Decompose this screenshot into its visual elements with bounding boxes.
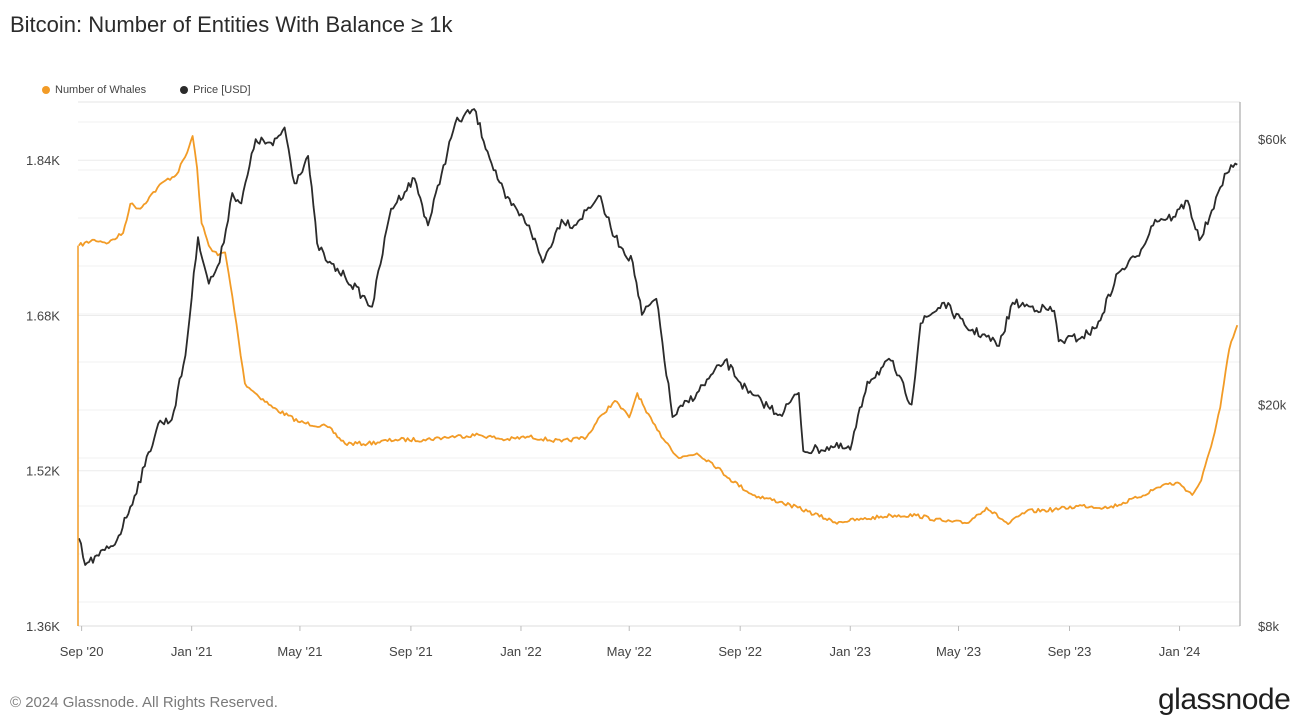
series-lines bbox=[77, 108, 1239, 626]
x-tick-label: Jan '21 bbox=[171, 644, 213, 659]
legend-item-whales[interactable]: Number of Whales bbox=[42, 84, 146, 96]
x-tick-label: Jan '22 bbox=[500, 644, 542, 659]
x-tick-label: Sep '22 bbox=[718, 644, 762, 659]
x-tick-label: Sep '23 bbox=[1048, 644, 1092, 659]
y-left-tick-label: 1.52K bbox=[26, 464, 60, 479]
whales-series-line bbox=[78, 135, 1239, 525]
tick-labels: 1.84K 1.68K 1.52K 1.36K $60k $20k $8k Sep '20 Ja… bbox=[26, 132, 1287, 659]
legend-swatch-whales bbox=[42, 86, 50, 94]
legend-label-price: Price [USD] bbox=[193, 84, 251, 96]
chart-title: Bitcoin: Number of Entities With Balance… bbox=[10, 12, 453, 37]
x-tick-label: Jan '23 bbox=[830, 644, 872, 659]
y-left-tick-label: 1.36K bbox=[26, 619, 60, 634]
chart-legend: Number of Whales Price [USD] bbox=[42, 84, 251, 96]
y-left-tick-label: 1.68K bbox=[26, 308, 60, 323]
x-tick-label: May '21 bbox=[277, 644, 322, 659]
x-tick-label: May '22 bbox=[607, 644, 652, 659]
x-tick-label: Sep '21 bbox=[389, 644, 433, 659]
glassnode-logo: glassnode bbox=[1158, 683, 1291, 716]
legend-item-price[interactable]: Price [USD] bbox=[180, 84, 251, 96]
price-series-line bbox=[78, 108, 1238, 566]
legend-swatch-price bbox=[180, 86, 189, 94]
x-tick-label: Sep '20 bbox=[60, 644, 104, 659]
grid-lines bbox=[78, 121, 1240, 627]
legend-label-whales: Number of Whales bbox=[55, 84, 147, 96]
axes bbox=[78, 101, 1241, 631]
y-right-tick-label: $8k bbox=[1258, 619, 1279, 634]
y-left-tick-label: 1.84K bbox=[26, 153, 60, 168]
x-tick-label: Jan '24 bbox=[1159, 644, 1201, 659]
x-tick-label: May '23 bbox=[936, 644, 981, 659]
copyright-footer: © 2024 Glassnode. All Rights Reserved. bbox=[10, 694, 278, 711]
y-right-tick-label: $20k bbox=[1258, 398, 1287, 413]
y-right-tick-label: $60k bbox=[1258, 132, 1287, 147]
